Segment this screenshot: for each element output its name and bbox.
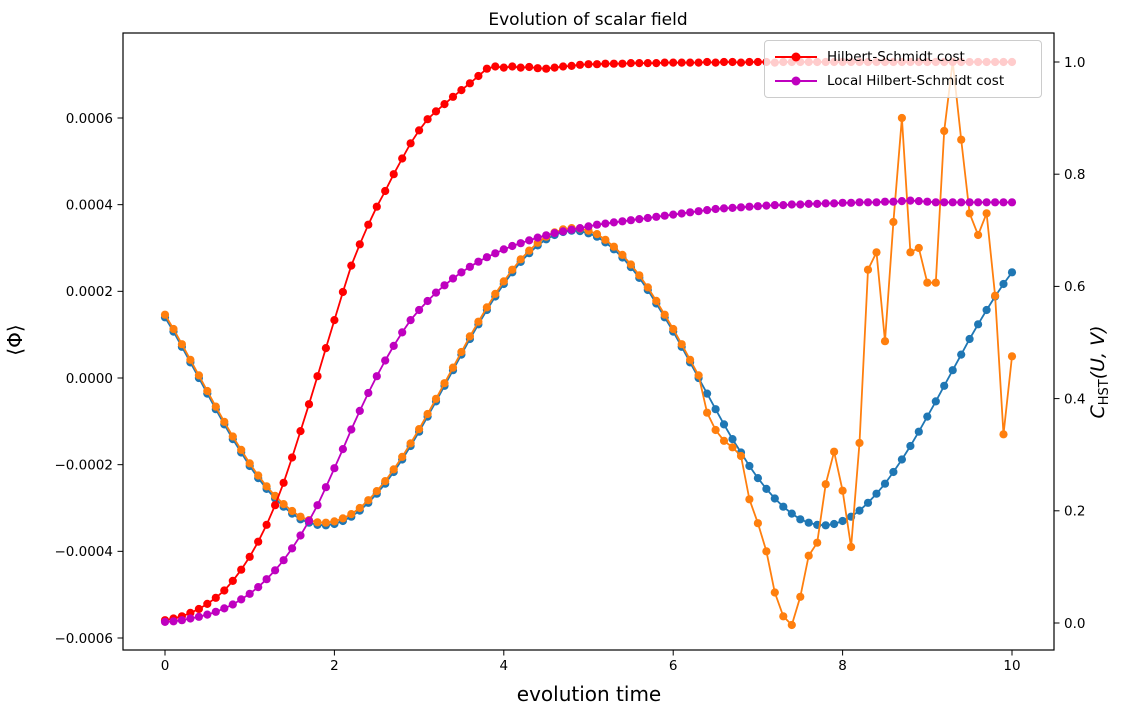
y-right-tick-label: 1.0 — [1064, 55, 1085, 71]
x-tick-label: 10 — [1003, 658, 1020, 674]
y-left-tick-label: 0.0006 — [66, 111, 113, 127]
plot-area-frame — [122, 32, 1055, 651]
x-tick-label: 2 — [330, 658, 339, 674]
axis-ticks: 0 2 4 6 8 10 0.0006 0.0004 0.0002 0.0000 −0.0002 −0… — [54, 55, 1085, 674]
y-right-tick-label: 0.6 — [1064, 279, 1085, 295]
y-left-tick-label: 0.0002 — [66, 284, 113, 300]
legend-dot-icon-magenta — [791, 76, 801, 86]
y-right-tick-label: 0.0 — [1064, 616, 1085, 632]
chart-title: Evolution of scalar field — [488, 10, 687, 30]
series-layer — [160, 57, 1017, 630]
legend-label-local-hilbert-schmidt-cost: Local Hilbert-Schmidt cost — [827, 73, 1005, 89]
y-left-tick-label: 0.0004 — [66, 197, 113, 213]
legend-line-marker-red — [775, 52, 817, 62]
y-right-label-main: C — [1087, 405, 1109, 419]
y-left-axis-label: ⟨Φ⟩ — [3, 324, 27, 355]
y-right-label-args: (U, V) — [1087, 325, 1109, 379]
series-phi-1 — [160, 226, 1017, 530]
x-axis-label: evolution time — [517, 682, 661, 706]
legend: Hilbert-Schmidt cost Local Hilbert-Schmi… — [764, 40, 1042, 98]
y-left-tick-label: 0.0000 — [66, 371, 113, 387]
y-right-label-subscript: HST — [1097, 379, 1112, 405]
legend-line-marker-magenta — [775, 76, 817, 86]
legend-item-hilbert-schmidt-cost: Hilbert-Schmidt cost — [775, 49, 1041, 65]
legend-item-local-hilbert-schmidt-cost: Local Hilbert-Schmidt cost — [775, 73, 1041, 89]
y-right-tick-label: 0.2 — [1064, 504, 1085, 520]
x-tick-label: 0 — [161, 658, 170, 674]
series-local-hs-cost — [160, 196, 1017, 627]
legend-dot-icon-red — [791, 52, 801, 62]
y-right-tick-label: 0.4 — [1064, 391, 1085, 407]
y-left-tick-label: −0.0004 — [54, 544, 113, 560]
legend-label-hilbert-schmidt-cost: Hilbert-Schmidt cost — [827, 49, 965, 65]
y-right-axis-label: CHST(U, V) — [1087, 325, 1112, 418]
series-phi-2 — [160, 57, 1017, 630]
x-tick-label: 4 — [500, 658, 509, 674]
y-left-tick-label: −0.0006 — [54, 631, 113, 647]
y-right-tick-label: 0.8 — [1064, 167, 1085, 183]
x-tick-label: 8 — [838, 658, 847, 674]
y-left-tick-label: −0.0002 — [54, 457, 113, 473]
x-tick-label: 6 — [669, 658, 678, 674]
